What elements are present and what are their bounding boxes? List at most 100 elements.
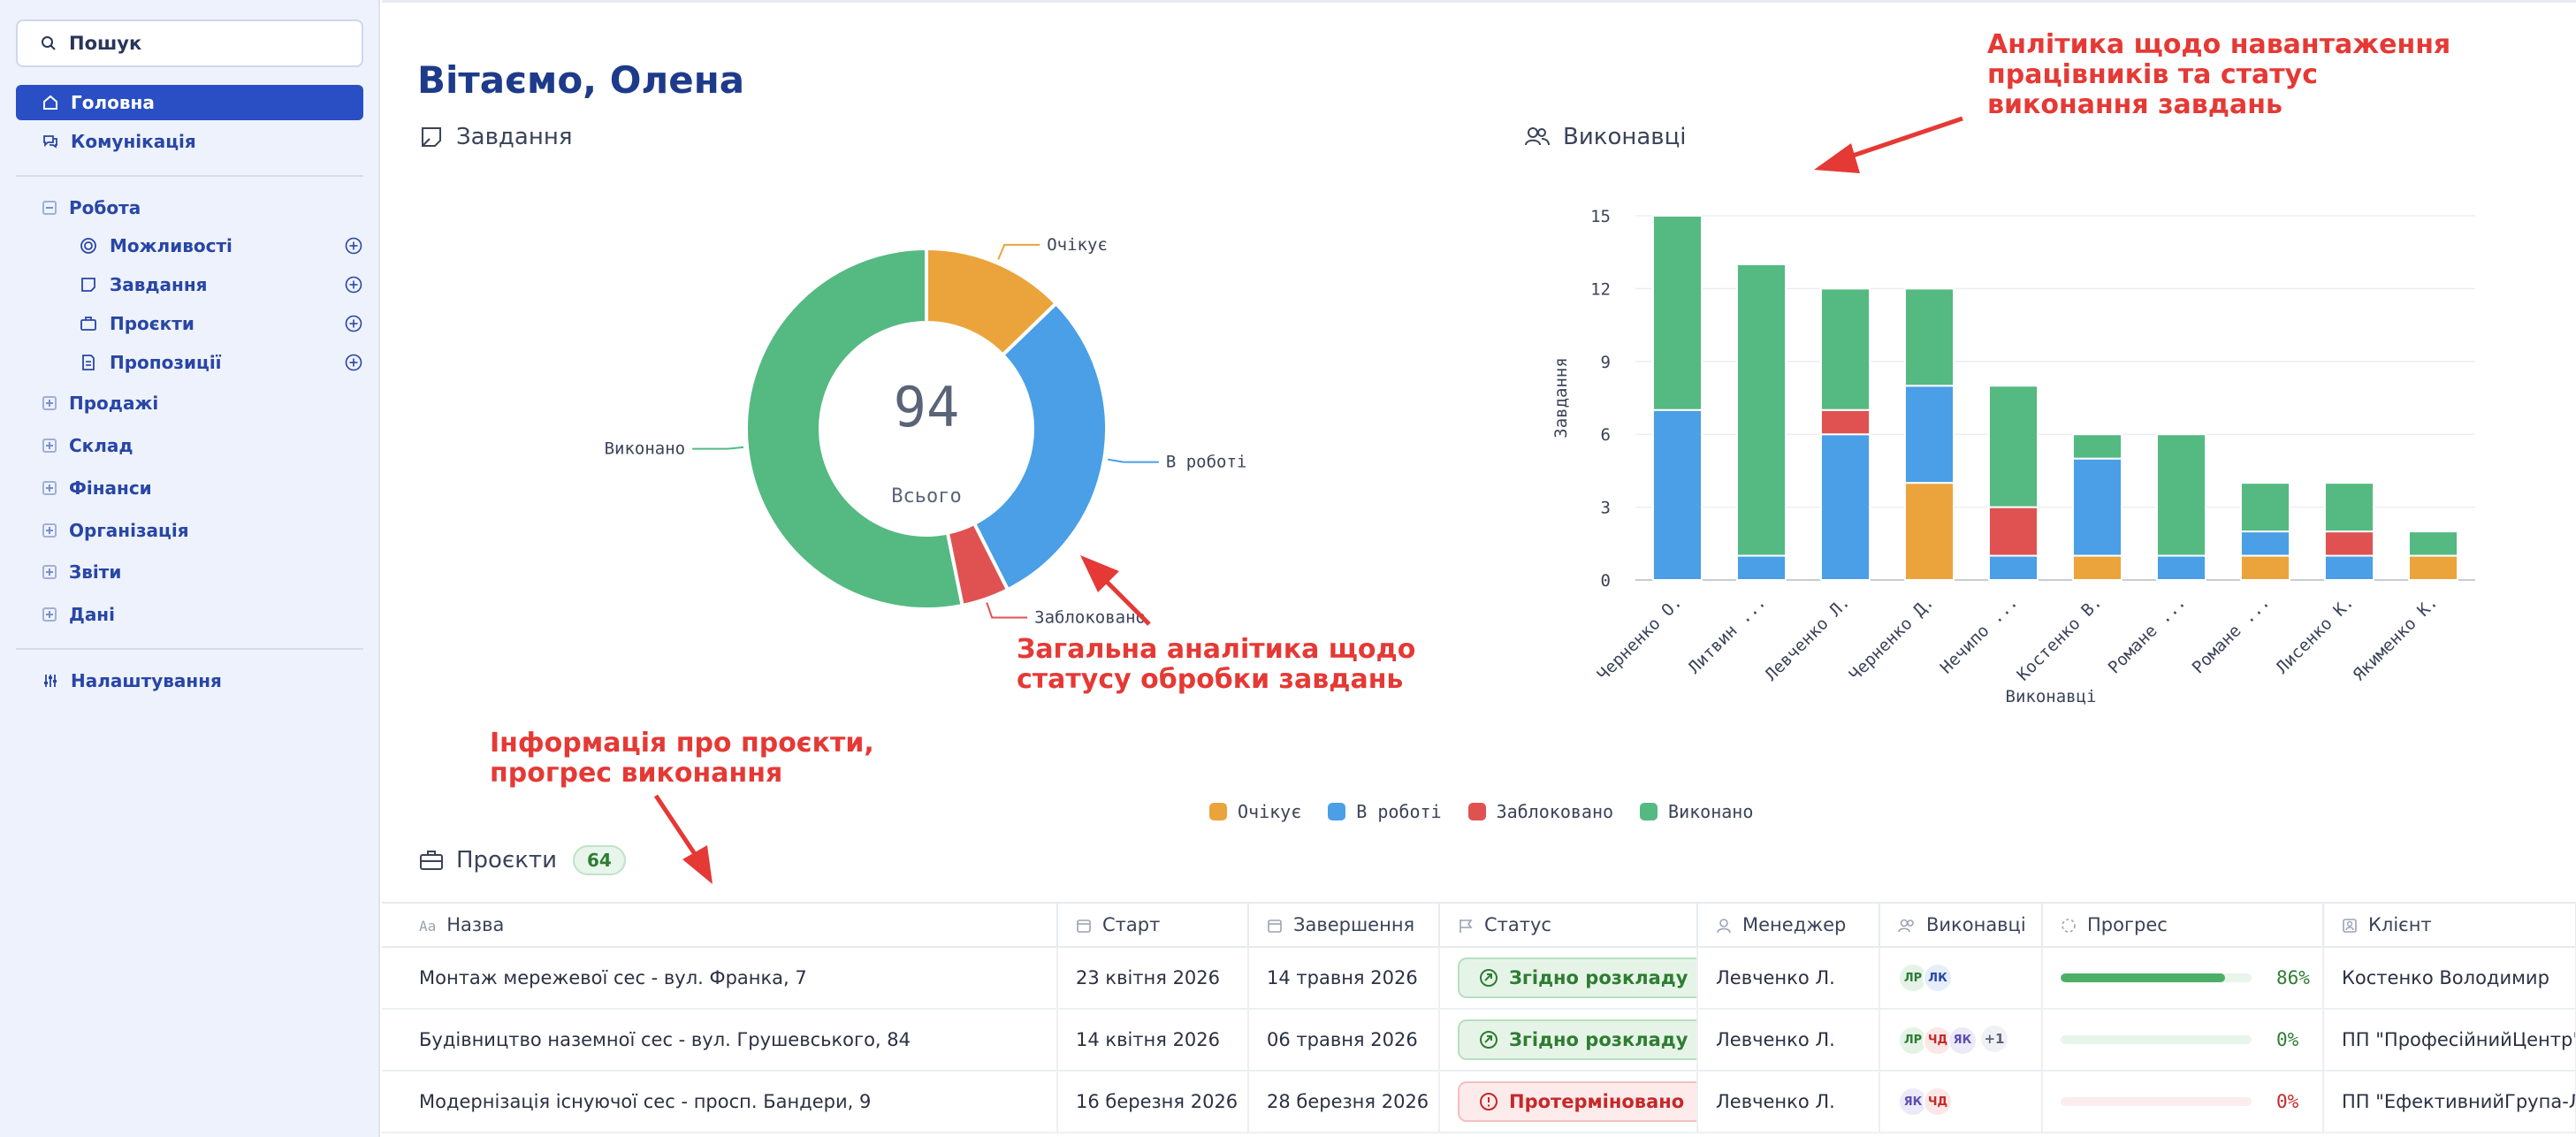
slice-in-progress[interactable] <box>972 301 1109 592</box>
text-type-icon: Aa <box>419 918 437 935</box>
search-input[interactable]: Пошук <box>16 19 363 67</box>
status-badge[interactable]: Згідно розкладу <box>1458 1019 1696 1060</box>
bar-segment-pending[interactable] <box>2407 554 2459 581</box>
project-name[interactable]: Монтаж мережевої сес - вул. Франка, 7 <box>382 947 1058 1010</box>
nav-settings-label: Налаштування <box>71 670 222 691</box>
column-header-start[interactable]: Старт <box>1057 902 1249 948</box>
bar-segment-in-progress[interactable] <box>2323 554 2375 581</box>
status-badge[interactable]: Протерміновано <box>1458 1081 1696 1122</box>
bar-segment-pending[interactable] <box>1903 482 1955 581</box>
column-header-status[interactable]: Статус <box>1439 902 1698 948</box>
nav-group-organization[interactable]: Організація <box>16 513 363 548</box>
project-performers: ЛР ЧД ЯК +1 <box>1879 1009 2043 1072</box>
projects-table: Aa Назва Старт Завершення Статус Менеджер… <box>382 902 2576 1133</box>
nav-tasks[interactable]: Завдання <box>80 267 362 302</box>
bar-segment-done[interactable] <box>2323 482 2375 533</box>
column-header-progress[interactable]: Прогрес <box>2042 902 2324 948</box>
nav-communication[interactable]: Комунікація <box>16 124 363 159</box>
bar-segment-done[interactable] <box>1651 215 1703 411</box>
bar-segment-blocked[interactable] <box>1819 408 1871 436</box>
bar-segment-pending[interactable] <box>2071 554 2123 581</box>
bar-segment-done[interactable] <box>1819 287 1871 411</box>
avatar[interactable]: ЧД <box>1923 1087 1953 1117</box>
bar-segment-in-progress[interactable] <box>1819 433 1871 582</box>
bar-segment-in-progress[interactable] <box>1903 385 1955 485</box>
legend-item-pending[interactable]: Очікує <box>1209 801 1301 822</box>
bar-segment-done[interactable] <box>1735 263 1787 557</box>
bar-segment-done[interactable] <box>2239 482 2291 533</box>
nav-group-finance[interactable]: Фінанси <box>16 470 363 506</box>
column-header-client[interactable]: Клієнт <box>2323 902 2576 948</box>
project-name[interactable]: Модернізація існуючої сес - просп. Банде… <box>382 1071 1058 1133</box>
nav-projects[interactable]: Проєкти <box>80 306 362 341</box>
bar-segment-in-progress[interactable] <box>2071 457 2123 557</box>
nav-group-work[interactable]: Робота <box>16 190 363 225</box>
bar-segment-in-progress[interactable] <box>2239 530 2291 557</box>
bar-segment-done[interactable] <box>1903 287 1955 387</box>
clock-check-icon <box>1480 969 1498 987</box>
add-opportunity-icon[interactable] <box>345 237 362 255</box>
expand-icon <box>42 396 57 410</box>
progress-icon <box>2062 919 2076 933</box>
column-header-label: Виконавці <box>1926 914 2026 935</box>
nav-proposals-label: Пропозиції <box>110 352 222 373</box>
y-axis-label: Завдання <box>1551 357 1571 439</box>
bar-segment-done[interactable] <box>2155 433 2207 557</box>
slice-leader-line <box>986 602 1028 619</box>
project-manager: Левченко Л. <box>1697 947 1880 1010</box>
table-row[interactable]: Будівництво наземної сес - вул. Грушевсь… <box>382 1009 2576 1072</box>
nav-group-warehouse[interactable]: Склад <box>16 428 363 463</box>
project-client[interactable]: Костенко Володимир <box>2323 947 2576 1010</box>
bar-segment-in-progress[interactable] <box>1987 554 2039 581</box>
add-project-icon[interactable] <box>345 315 362 332</box>
tasks-title-text: Завдання <box>456 124 573 150</box>
page-title: Вітаємо, Олена <box>417 58 745 102</box>
table-row[interactable]: Модернізація існуючої сес - просп. Банде… <box>382 1071 2576 1133</box>
table-row[interactable]: Монтаж мережевої сес - вул. Франка, 7 23 … <box>382 947 2576 1010</box>
project-start: 14 квітня 2026 <box>1057 1009 1249 1072</box>
column-header-end[interactable]: Завершення <box>1248 902 1440 948</box>
bar-segment-done[interactable] <box>2407 530 2459 557</box>
nav-settings[interactable]: Налаштування <box>16 663 363 698</box>
legend-item-done[interactable]: Виконано <box>1640 801 1753 822</box>
project-client[interactable]: ПП "ПрофесійнийЦентр" <box>2323 1009 2576 1072</box>
y-tick-label: 0 <box>1601 571 1611 591</box>
column-header-performers[interactable]: Виконавці <box>1879 902 2043 948</box>
project-progress-cell: 0% <box>2042 1009 2324 1072</box>
add-proposal-icon[interactable] <box>345 354 362 371</box>
bar-segment-blocked[interactable] <box>1987 506 2039 557</box>
performers-bar-chart: 0 3 6 9 12 15 Черненко О.Литвин ...Левченко Л… <box>1551 207 2475 706</box>
bar-segment-pending[interactable] <box>2239 554 2291 581</box>
project-name[interactable]: Будівництво наземної сес - вул. Грушевсь… <box>382 1009 1058 1072</box>
nav-opportunities[interactable]: Можливості <box>80 228 362 263</box>
bar-segment-done[interactable] <box>2071 433 2123 460</box>
bar-segment-done[interactable] <box>1987 385 2039 508</box>
more-performers-badge[interactable]: +1 <box>1979 1024 2009 1055</box>
column-header-name[interactable]: Aa Назва <box>382 902 1058 948</box>
legend-item-in-progress[interactable]: В роботі <box>1328 801 1442 822</box>
avatar[interactable]: ЧД <box>1923 1025 1953 1056</box>
bar-segment-in-progress[interactable] <box>2155 554 2207 581</box>
nav-tasks-label: Завдання <box>110 274 208 295</box>
nav-proposals[interactable]: Пропозиції <box>80 345 362 380</box>
column-header-manager[interactable]: Менеджер <box>1697 902 1880 948</box>
bar-segment-in-progress[interactable] <box>1651 408 1703 581</box>
slice-done[interactable] <box>744 246 964 611</box>
add-task-icon[interactable] <box>345 276 362 294</box>
avatar[interactable]: ЯК <box>1898 1087 1928 1117</box>
avatar[interactable]: ЯК <box>1947 1025 1978 1056</box>
status-badge[interactable]: Згідно розкладу <box>1458 958 1696 998</box>
nav-group-data[interactable]: Дані <box>16 597 363 632</box>
nav-group-reports[interactable]: Звіти <box>16 554 363 590</box>
avatar[interactable]: ЛК <box>1923 963 1953 993</box>
search-label: Пошук <box>69 33 142 54</box>
bar-segment-blocked[interactable] <box>2323 530 2375 557</box>
project-client[interactable]: ПП "ЕфективнийГрупа-Ль <box>2323 1071 2576 1133</box>
legend-item-blocked[interactable]: Заблоковано <box>1467 801 1613 822</box>
nav-group-sales[interactable]: Продажі <box>16 385 363 421</box>
slice-label: Виконано <box>605 439 686 459</box>
briefcase-icon <box>420 851 443 870</box>
annotation-projects: Інформація про проєкти, прогрес виконанн… <box>490 729 874 789</box>
bar-segment-in-progress[interactable] <box>1735 554 1787 581</box>
nav-home[interactable]: Головна <box>16 85 363 120</box>
